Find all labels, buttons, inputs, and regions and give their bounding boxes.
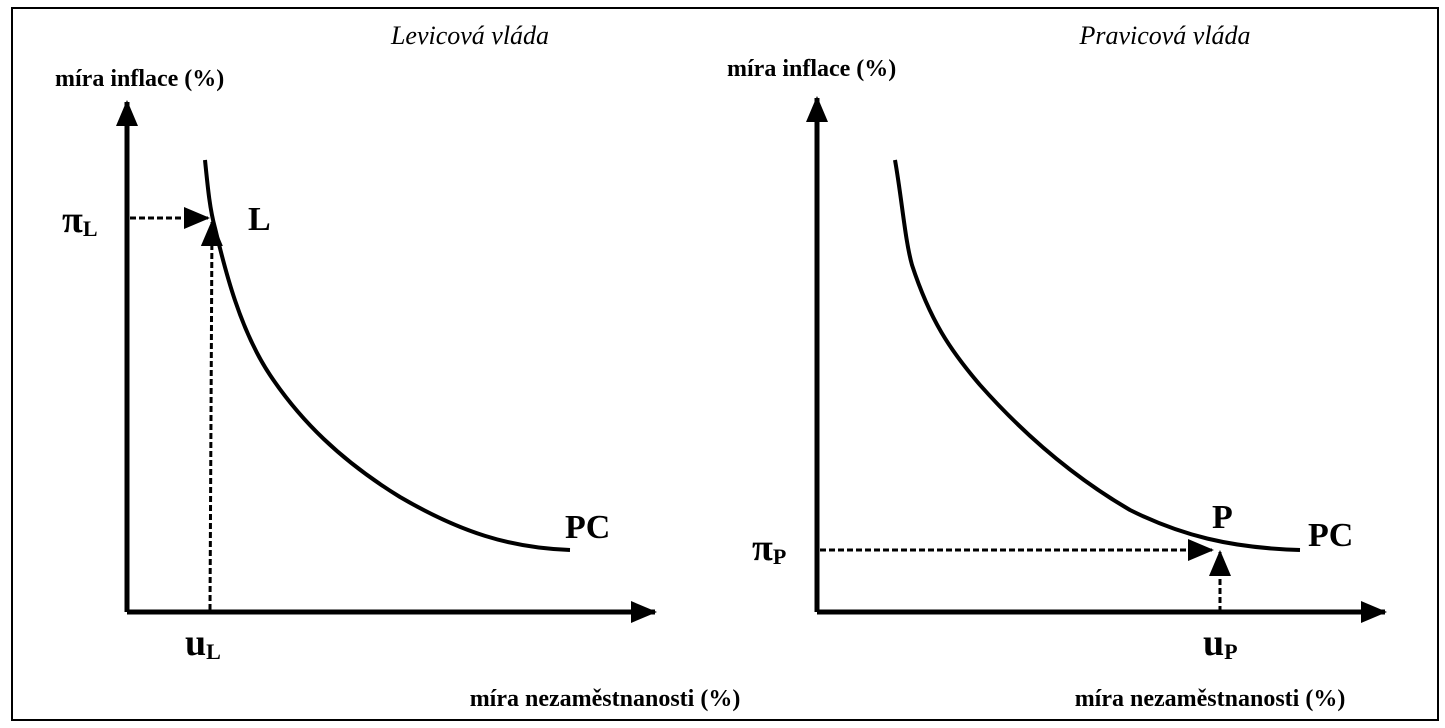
point-label: P bbox=[1212, 499, 1233, 536]
pi-label: πL bbox=[62, 199, 98, 241]
u-label: uP bbox=[1203, 622, 1238, 664]
panel-title: Levicová vláda bbox=[390, 21, 549, 50]
curve-label: PC bbox=[565, 509, 610, 546]
frame bbox=[11, 7, 1439, 721]
pi-label: πP bbox=[752, 527, 786, 569]
phillips-curve bbox=[893, 159, 1301, 552]
point-label: L bbox=[248, 201, 271, 238]
y-axis-label: míra inflace (%) bbox=[55, 66, 224, 92]
u-label: uL bbox=[185, 622, 221, 664]
panel-right: Pravicová vláda míra inflace (%) πP uP P… bbox=[727, 21, 1387, 712]
panel-left: Levicová vláda míra inflace (%) πL uL L … bbox=[55, 21, 740, 712]
panel-title: Pravicová vláda bbox=[1078, 21, 1250, 50]
x-axis-label: míra nezaměstnanosti (%) bbox=[1075, 686, 1346, 712]
x-axis-label: míra nezaměstnanosti (%) bbox=[470, 686, 741, 712]
u-guide bbox=[200, 220, 223, 611]
y-axis-label: míra inflace (%) bbox=[727, 56, 896, 82]
curve-label: PC bbox=[1308, 517, 1353, 554]
